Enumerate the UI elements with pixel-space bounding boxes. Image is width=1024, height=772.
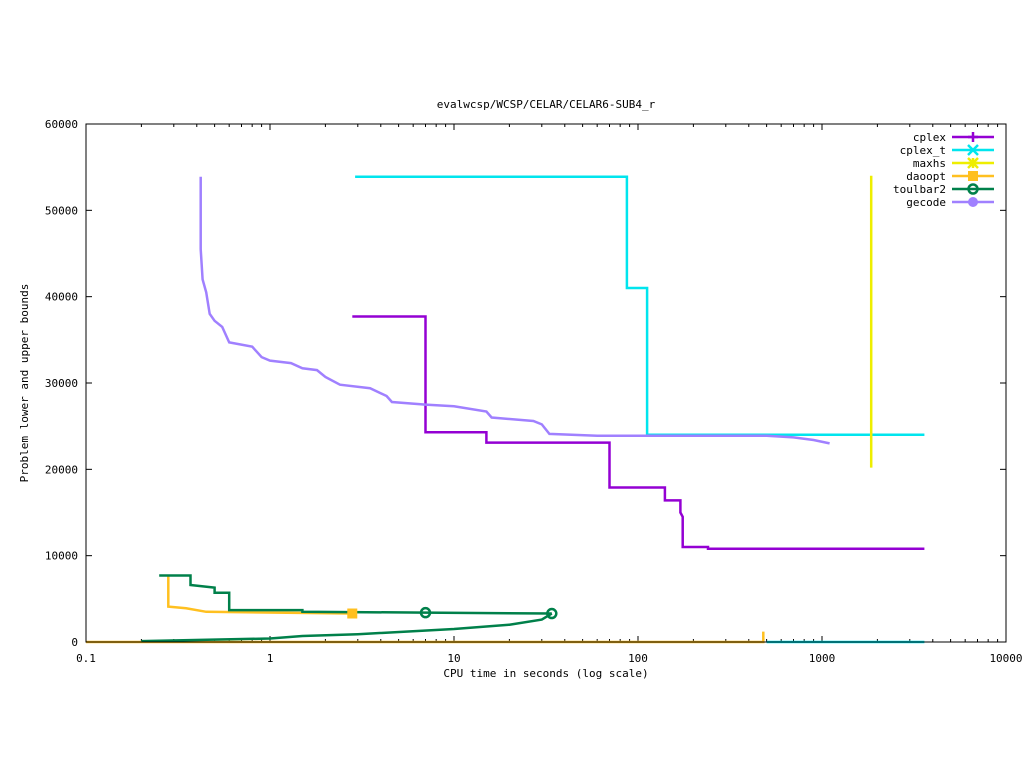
series-line-cplex_t [355, 175, 925, 437]
series-points [347, 606, 558, 620]
y-tick-label: 0 [71, 636, 78, 649]
x-tick-label: 100 [628, 652, 648, 665]
legend-marker-cplex_t [967, 144, 979, 156]
series-line-cplex [352, 315, 925, 551]
series-lines [86, 175, 925, 644]
series-line-toulbar2 [159, 574, 552, 615]
data-point-daoopt [347, 608, 358, 619]
x-axis-label: CPU time in seconds (log scale) [443, 667, 648, 680]
series-line-gecode [199, 176, 830, 445]
series-line-toulbar2 [141, 612, 553, 643]
y-tick-label: 50000 [45, 204, 78, 217]
legend-item-toulbar2: toulbar2 [893, 183, 994, 196]
legend-item-gecode: gecode [906, 196, 994, 209]
data-point-toulbar2 [546, 607, 558, 620]
legend-item-cplex_t: cplex_t [900, 144, 994, 157]
legend-label: toulbar2 [893, 183, 946, 196]
legend-item-maxhs: maxhs [913, 157, 994, 170]
y-tick-label: 60000 [45, 118, 78, 131]
legend-marker-toulbar2 [967, 183, 979, 195]
y-axis-label: Problem lower and upper bounds [18, 284, 31, 483]
data-point-toulbar2 [419, 606, 432, 619]
chart-title: evalwcsp/WCSP/CELAR/CELAR6-SUB4_r [437, 98, 656, 111]
legend-label: maxhs [913, 157, 946, 170]
x-tick-label: 1 [267, 652, 274, 665]
y-tick-label: 40000 [45, 291, 78, 304]
legend-marker-gecode [968, 197, 978, 207]
legend-item-daoopt: daoopt [906, 170, 994, 183]
legend-marker-cplex [968, 132, 978, 142]
legend-marker-maxhs [967, 157, 979, 169]
y-tick-label: 10000 [45, 550, 78, 563]
legend-marker-daoopt [968, 171, 978, 181]
y-tick-label: 20000 [45, 463, 78, 476]
legend-label: cplex [913, 131, 946, 144]
legend-label: gecode [906, 196, 946, 209]
y-tick-label: 30000 [45, 377, 78, 390]
x-tick-label: 10000 [989, 652, 1022, 665]
series-line-daoopt [167, 576, 353, 615]
x-tick-label: 1000 [809, 652, 836, 665]
x-tick-label: 0.1 [76, 652, 96, 665]
plot-frame [85, 123, 1007, 643]
legend-item-cplex: cplex [913, 131, 994, 144]
x-tick-label: 10 [447, 652, 460, 665]
legend-label: daoopt [906, 170, 946, 183]
legend-label: cplex_t [900, 144, 946, 157]
